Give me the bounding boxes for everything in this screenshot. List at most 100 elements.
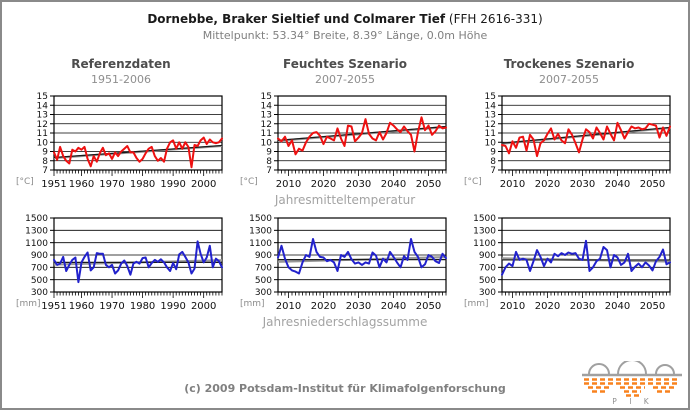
column-period: 1951-2006 (91, 73, 151, 87)
svg-text:2030: 2030 (570, 179, 595, 190)
report-header: Dornebbe, Braker Sieltief und Colmarer T… (2, 11, 688, 44)
svg-text:2020: 2020 (535, 301, 560, 312)
svg-text:2030: 2030 (346, 301, 371, 312)
temperature-chart-row: 7 8 9 10 11 12 13 14 15 1951 1960 1970 1980 1990 2000[… (2, 91, 688, 193)
svg-text:700: 700 (255, 264, 272, 274)
svg-text:12: 12 (261, 120, 272, 130)
pik-logo-arches (582, 361, 682, 377)
svg-text:900: 900 (479, 252, 496, 262)
svg-text:13: 13 (37, 111, 48, 121)
precipitation-row-label: Jahresniederschlagssumme (262, 315, 428, 330)
column-header-referenzdaten: Referenzdaten 1951-2006 (10, 56, 232, 87)
svg-text:2020: 2020 (311, 301, 336, 312)
precipitation-chart-row: 300 500 700 900 1100 1300 1500 1951 1960 1970 1980… (2, 213, 688, 315)
svg-text:1500: 1500 (249, 215, 272, 225)
svg-text:10: 10 (37, 139, 49, 149)
column-period: 2007-2055 (315, 73, 375, 87)
svg-text:15: 15 (261, 93, 272, 103)
column-header-feuchtes-szenario: Feuchtes Szenario 2007-2055 (234, 56, 456, 87)
svg-text:2000: 2000 (191, 301, 216, 312)
column-title: Feuchtes Szenario (283, 57, 407, 72)
svg-text:12: 12 (485, 120, 496, 130)
svg-text:9: 9 (266, 148, 272, 158)
svg-text:1990: 1990 (160, 179, 185, 190)
svg-text:500: 500 (31, 276, 48, 286)
copyright-text: (c) 2009 Potsdam-Institut für Klimafolge… (184, 382, 506, 395)
svg-text:900: 900 (31, 252, 48, 262)
svg-text:300: 300 (31, 289, 48, 299)
svg-text:500: 500 (479, 276, 496, 286)
svg-text:1500: 1500 (25, 215, 48, 225)
svg-text:1100: 1100 (473, 239, 496, 249)
svg-text:300: 300 (255, 289, 272, 299)
svg-text:2050: 2050 (416, 301, 441, 312)
svg-text:14: 14 (261, 102, 273, 112)
svg-text:[mm]: [mm] (464, 299, 489, 309)
svg-text:[°C]: [°C] (240, 177, 258, 187)
svg-text:9: 9 (490, 148, 496, 158)
svg-text:1300: 1300 (25, 227, 48, 237)
svg-text:13: 13 (485, 111, 496, 121)
svg-text:1951: 1951 (41, 301, 66, 312)
svg-text:8: 8 (490, 157, 496, 167)
svg-text:11: 11 (485, 130, 496, 140)
precipitation-chart-feuchtes-szenario: 300 500 700 900 1100 1300 1500 2010 2020 2030 2040… (240, 215, 447, 312)
svg-text:2020: 2020 (311, 179, 336, 190)
svg-text:2040: 2040 (381, 179, 406, 190)
svg-text:[mm]: [mm] (240, 299, 265, 309)
pik-logo: P I K (582, 361, 682, 405)
svg-text:12: 12 (37, 120, 48, 130)
svg-text:[°C]: [°C] (16, 177, 34, 187)
svg-text:2040: 2040 (605, 179, 630, 190)
svg-text:1980: 1980 (130, 179, 155, 190)
svg-text:1960: 1960 (69, 179, 94, 190)
pik-logo-text: P I K (612, 397, 653, 405)
svg-text:700: 700 (31, 264, 48, 274)
column-title: Referenzdaten (71, 57, 171, 72)
svg-text:10: 10 (261, 139, 273, 149)
page-title-main: Dornebbe, Braker Sieltief und Colmarer T… (147, 12, 446, 26)
svg-text:1951: 1951 (41, 179, 66, 190)
svg-text:10: 10 (485, 139, 497, 149)
svg-text:1100: 1100 (249, 239, 272, 249)
svg-text:2010: 2010 (500, 301, 525, 312)
svg-text:15: 15 (485, 93, 496, 103)
svg-text:[°C]: [°C] (464, 177, 482, 187)
svg-text:900: 900 (255, 252, 272, 262)
page-title-code: (FFH 2616-331) (448, 12, 543, 26)
svg-text:2000: 2000 (191, 179, 216, 190)
temperature-row-label: Jahresmitteltemperatur (274, 193, 416, 208)
svg-text:8: 8 (42, 157, 48, 167)
svg-text:1960: 1960 (69, 301, 94, 312)
svg-text:14: 14 (485, 102, 497, 112)
svg-text:2010: 2010 (276, 301, 301, 312)
svg-text:1300: 1300 (249, 227, 272, 237)
svg-text:300: 300 (479, 289, 496, 299)
svg-text:1990: 1990 (160, 301, 185, 312)
page-subtitle: Mittelpunkt: 53.34° Breite, 8.39° Länge,… (202, 29, 488, 43)
svg-text:9: 9 (42, 148, 48, 158)
svg-text:1970: 1970 (99, 179, 124, 190)
svg-text:700: 700 (479, 264, 496, 274)
svg-text:1980: 1980 (130, 301, 155, 312)
svg-text:15: 15 (37, 93, 48, 103)
svg-text:2040: 2040 (381, 301, 406, 312)
svg-text:1300: 1300 (473, 227, 496, 237)
svg-text:2010: 2010 (276, 179, 301, 190)
svg-text:1500: 1500 (473, 215, 496, 225)
svg-text:500: 500 (255, 276, 272, 286)
svg-text:7: 7 (42, 167, 48, 177)
svg-text:2050: 2050 (640, 301, 665, 312)
svg-text:11: 11 (261, 130, 272, 140)
precipitation-chart-referenzdaten: 300 500 700 900 1100 1300 1500 1951 1960 1970 1980… (16, 215, 223, 312)
pik-logo-dashes (584, 378, 680, 397)
svg-text:2050: 2050 (416, 179, 441, 190)
svg-text:2010: 2010 (500, 179, 525, 190)
svg-text:11: 11 (37, 130, 48, 140)
svg-text:7: 7 (490, 167, 496, 177)
svg-text:8: 8 (266, 157, 272, 167)
